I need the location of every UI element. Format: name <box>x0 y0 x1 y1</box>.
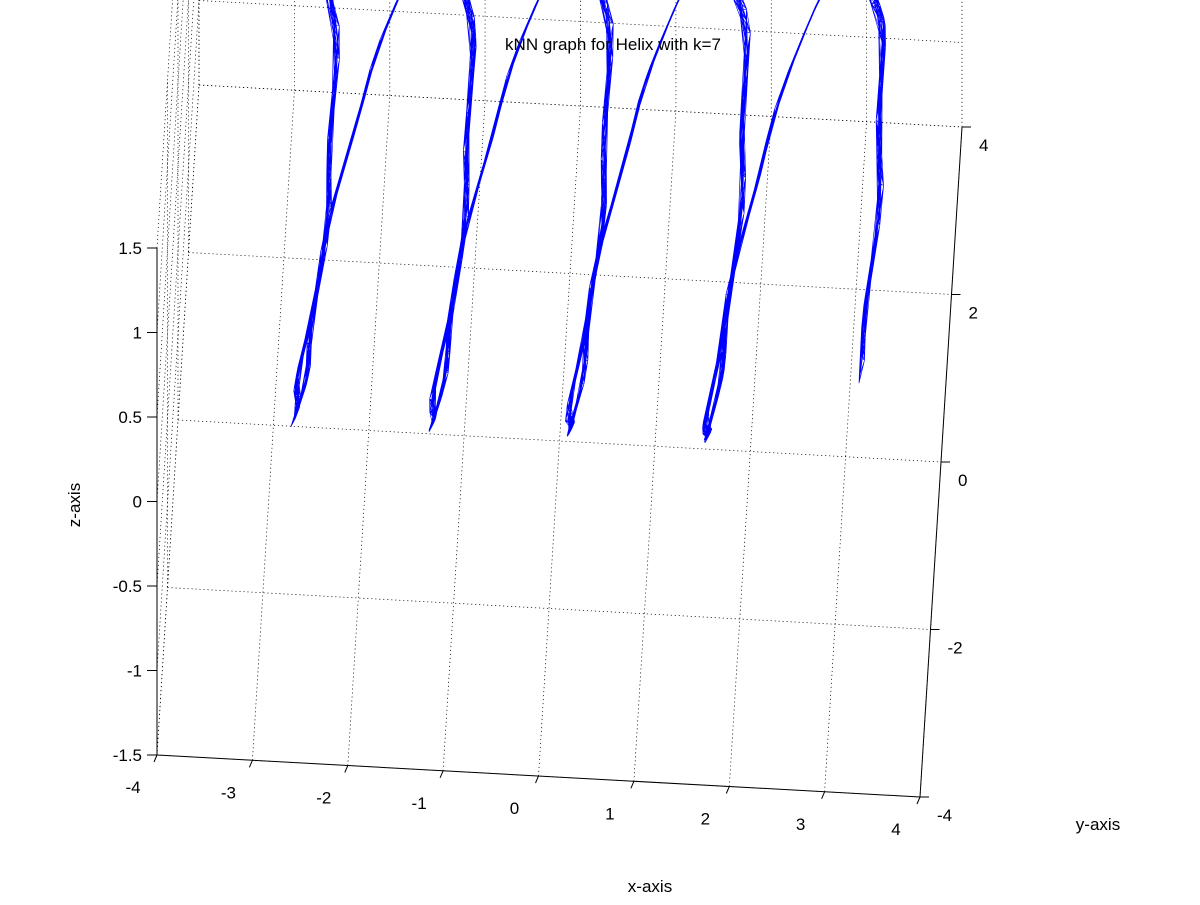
y-tick-label: 4 <box>979 136 988 155</box>
x-tick-label: -2 <box>316 789 331 808</box>
z-tick-label: -0.5 <box>113 577 142 596</box>
x-tick-label: -3 <box>221 783 236 802</box>
grid-line <box>252 90 295 761</box>
x-tick <box>630 781 635 789</box>
z-tick-label: 1.5 <box>118 239 142 258</box>
grid-line <box>198 84 963 128</box>
z-tick-label: 0 <box>133 493 142 512</box>
grid-line <box>198 0 963 43</box>
x-tick-label: 4 <box>891 820 900 839</box>
x-tick <box>344 765 349 773</box>
x-tick-label: -4 <box>125 778 140 797</box>
data-layer <box>290 0 886 443</box>
grid-line <box>156 0 184 418</box>
y-axis-label: y-axis <box>1076 815 1120 834</box>
z-tick-label: -1 <box>127 662 142 681</box>
grid-layer <box>156 0 963 798</box>
grid-line <box>177 419 942 463</box>
x-tick-label: 2 <box>701 810 710 829</box>
grid-line <box>188 252 952 295</box>
x-tick-label: 3 <box>796 815 805 834</box>
chart-title: kNN graph for Helix with k=7 <box>505 35 721 54</box>
y-tick-label: 2 <box>969 304 978 323</box>
x-axis-label: x-axis <box>628 877 672 896</box>
x-tick <box>821 791 826 799</box>
z-axis-label: z-axis <box>65 483 84 527</box>
x-tick <box>916 796 921 805</box>
y-tick-label: -2 <box>948 639 963 658</box>
grid-line <box>633 111 677 782</box>
x-tick <box>248 760 253 768</box>
x-tick <box>439 770 444 778</box>
z-tick-label: 1 <box>133 324 142 343</box>
knn-graph-series <box>290 0 886 443</box>
x-tick-label: 1 <box>605 804 614 823</box>
x-tick <box>725 786 730 794</box>
axes-layer <box>147 126 971 805</box>
grid-line <box>538 105 581 777</box>
grid-line <box>167 587 931 630</box>
x-tick-label: -1 <box>412 794 427 813</box>
x-tick <box>535 775 539 784</box>
grid-line <box>347 95 391 766</box>
z-tick-label: 0.5 <box>118 408 142 427</box>
grid-line <box>156 0 179 333</box>
z-tick-label: -1.5 <box>113 746 142 765</box>
ticks-layer: -4 -3 -2 -1 0 1 2 3 4 -4 -2 0 2 4 -1.5 -1 -0.5 0 0.5 1 1.5 <box>113 136 989 839</box>
y-tick-label: 0 <box>958 471 967 490</box>
x-tick <box>153 754 158 763</box>
x-tick-label: 0 <box>510 799 519 818</box>
y-tick-label: -4 <box>937 806 952 825</box>
